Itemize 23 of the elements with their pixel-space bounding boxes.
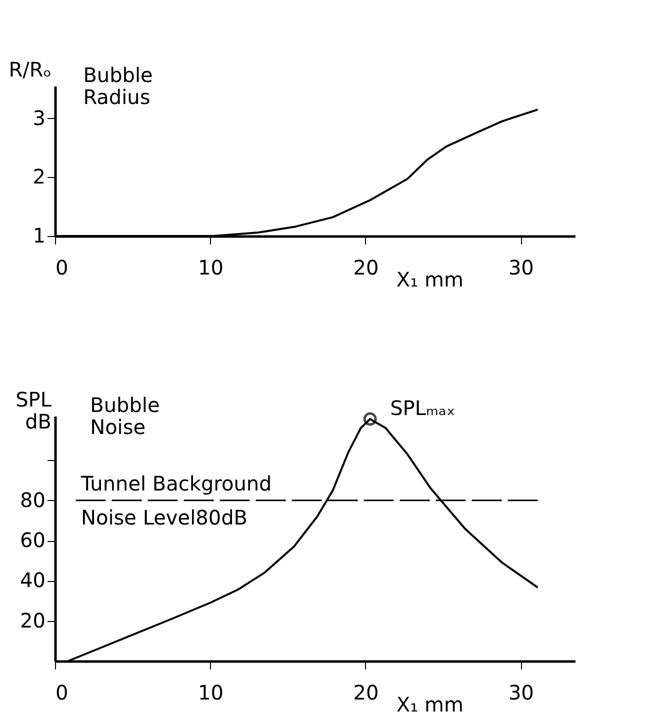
ref-line-label: Tunnel Background Noise Level80dB: [80, 471, 272, 530]
y-tick-label: 80: [20, 488, 46, 512]
x-axis-title: X₁ mm: [396, 268, 464, 292]
x-tick-label: 10: [198, 256, 224, 280]
y-tick-label: 20: [20, 608, 46, 632]
x-tick-label: 10: [198, 680, 224, 704]
x-tick-label: 30: [508, 256, 534, 280]
x-tick-label: 30: [508, 680, 534, 704]
y-tick-label: 3: [32, 106, 46, 130]
x-axis-title: X₁ mm: [396, 692, 464, 716]
y-tick-label: 60: [20, 528, 46, 552]
x-tick-label: 0: [56, 256, 68, 280]
y-axis-title: SPL dB: [16, 388, 52, 434]
annotation: SPLₘₐₓ: [390, 396, 456, 420]
y-tick-label: 40: [20, 568, 46, 592]
x-tick-label: 0: [56, 680, 68, 704]
y-axis-title: R/Rₒ: [8, 58, 52, 82]
chart-title: Bubble Noise: [90, 393, 160, 439]
y-tick-label: 1: [32, 224, 46, 248]
chart-title: Bubble Radius: [83, 63, 153, 109]
x-tick-label: 20: [353, 680, 379, 704]
x-tick-label: 20: [353, 256, 379, 280]
y-tick-label: 2: [32, 164, 46, 189]
